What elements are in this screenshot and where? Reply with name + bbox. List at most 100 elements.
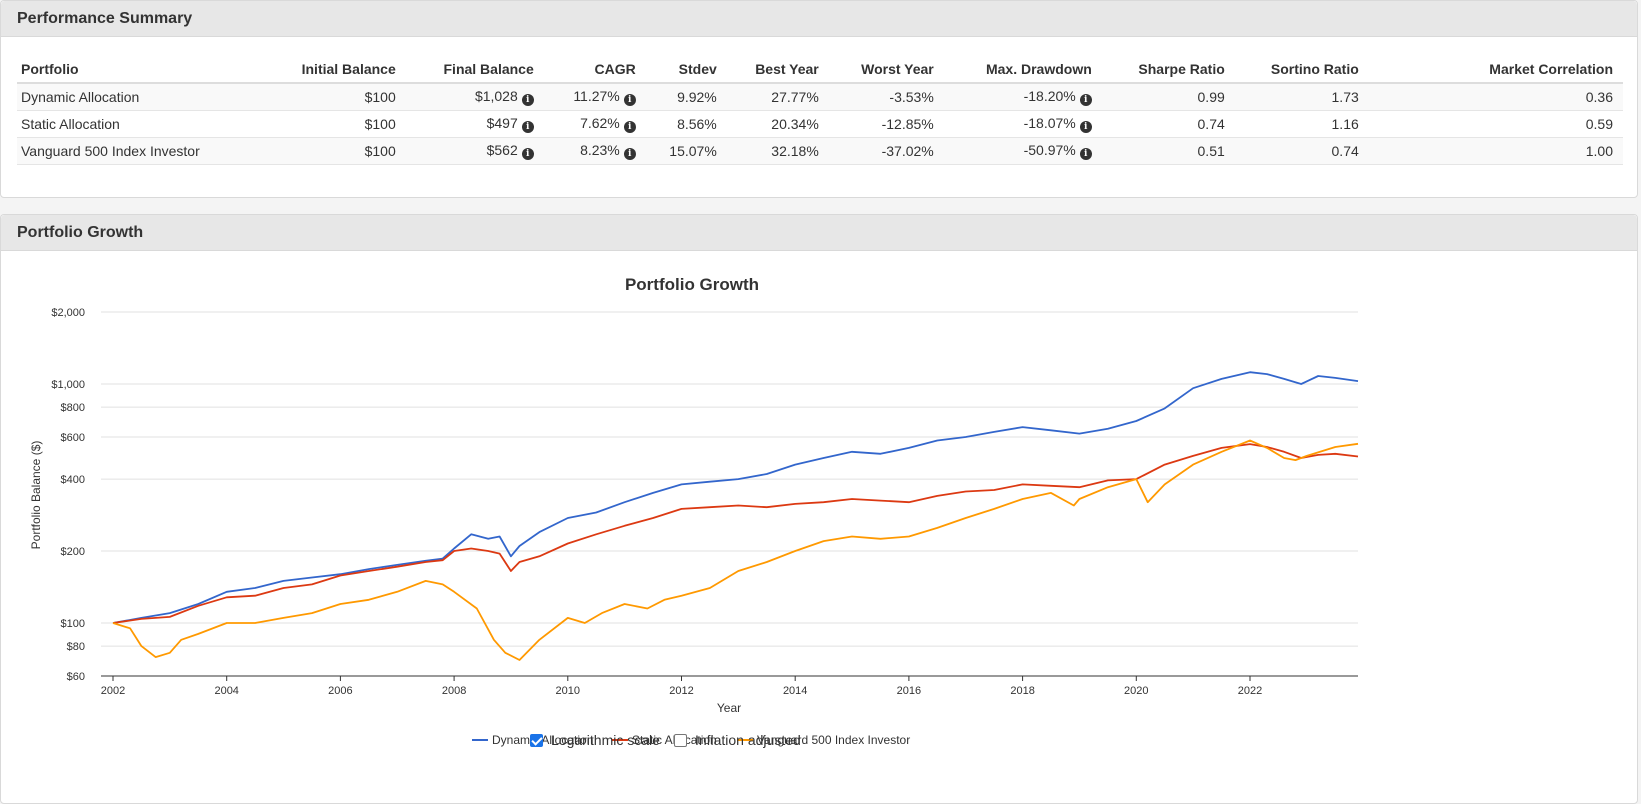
col-max-drawdown: Max. Drawdown [943, 55, 1102, 84]
cell-best-year: 32.18% [726, 137, 829, 165]
x-tick-label: 2018 [1010, 685, 1034, 697]
x-tick-label: 2004 [214, 685, 238, 697]
cell-final-balance: $1,028 i [405, 83, 544, 111]
cell-portfolio: Dynamic Allocation [17, 83, 210, 111]
cell-max-drawdown: -18.07% i [943, 110, 1102, 138]
cell-initial-balance: $100 [209, 137, 406, 165]
col-market-correlation: Market Correlation [1368, 55, 1623, 84]
table-row: Dynamic Allocation $100 $1,028 i 11.27% i … [17, 83, 1623, 111]
col-portfolio: Portfolio [17, 55, 210, 84]
info-circle-icon[interactable]: i [1079, 93, 1092, 106]
y-axis-title: Portfolio Balance ($) [29, 441, 43, 550]
info-circle-icon[interactable]: i [623, 93, 636, 106]
cell-worst-year: -37.02% [828, 137, 944, 165]
y-tick-label: $400 [61, 474, 85, 486]
series-line-dynamic-allocation [112, 371, 1359, 624]
log-scale-label: Logarithmic scale [551, 732, 660, 748]
x-tick-label: 2016 [897, 685, 921, 697]
cell-sortino-ratio: 1.16 [1234, 110, 1369, 138]
cell-value: $497 [486, 114, 518, 131]
table-row: Vanguard 500 Index Investor $100 $562 i 8… [17, 137, 1623, 165]
performance-summary-panel: Performance Summary Portfolio Initial Ba… [0, 0, 1638, 198]
inflation-adjusted-label: Inflation adjusted [694, 732, 801, 748]
cell-value: 8.23% [580, 141, 620, 158]
x-tick-label: 2008 [442, 685, 466, 697]
cell-sharpe-ratio: 0.51 [1101, 137, 1235, 165]
inflation-adjusted-option[interactable]: Inflation adjusted [673, 732, 801, 748]
x-tick-label: 2022 [1238, 685, 1262, 697]
cell-portfolio: Static Allocation [17, 110, 210, 138]
info-circle-icon[interactable]: i [521, 93, 534, 106]
cell-value: -18.20% [1023, 87, 1076, 104]
y-axis-ticks: $60 $80 $100 $200 $400 $600 $800 $1,000 $2,000 [51, 307, 85, 683]
chart-grid [101, 311, 1358, 677]
cell-initial-balance: $100 [209, 110, 406, 138]
x-tick-label: 2002 [101, 685, 125, 697]
cell-market-correlation: 1.00 [1368, 137, 1623, 165]
table-row: Static Allocation $100 $497 i 7.62% i 8.56… [17, 110, 1623, 138]
cell-cagr: 7.62% i [543, 110, 646, 138]
cell-market-correlation: 0.59 [1368, 110, 1623, 138]
cell-best-year: 20.34% [726, 110, 829, 138]
col-sharpe-ratio: Sharpe Ratio [1101, 55, 1235, 84]
x-axis-title: Year [717, 701, 741, 715]
log-scale-checkbox[interactable] [530, 733, 543, 747]
series-line-vanguard-500-index-investor [112, 439, 1359, 661]
log-scale-option[interactable]: Logarithmic scale [530, 732, 660, 748]
x-tick-label: 2014 [783, 685, 807, 697]
legend-item-label: Vanguard 500 Index Investor [757, 733, 910, 747]
y-tick-label: $200 [61, 546, 85, 558]
info-circle-icon[interactable]: i [1079, 147, 1092, 160]
col-best-year: Best Year [726, 55, 829, 84]
cell-value: $562 [486, 141, 518, 158]
x-axis-ticks: 2002 2004 2006 2008 2010 2012 2014 2016 2018 2020… [101, 676, 1262, 697]
info-circle-icon[interactable]: i [521, 120, 534, 133]
y-tick-label: $800 [61, 402, 85, 414]
y-tick-label: $80 [67, 641, 85, 653]
col-initial-balance: Initial Balance [209, 55, 406, 84]
cell-value: 7.62% [580, 114, 620, 131]
col-sortino-ratio: Sortino Ratio [1234, 55, 1369, 84]
inflation-adjusted-checkbox[interactable] [673, 733, 687, 747]
cell-value: $1,028 [474, 87, 518, 104]
cell-stdev: 9.92% [645, 83, 727, 111]
y-tick-label: $60 [67, 671, 85, 683]
cell-max-drawdown: -50.97% i [943, 137, 1102, 165]
cell-worst-year: -3.53% [828, 83, 944, 111]
cell-value: -50.97% [1023, 141, 1076, 158]
cell-cagr: 11.27% i [543, 83, 646, 111]
cell-worst-year: -12.85% [828, 110, 944, 138]
y-tick-label: $1,000 [51, 379, 85, 391]
cell-final-balance: $562 i [405, 137, 544, 165]
portfolio-growth-heading: Portfolio Growth [1, 215, 1637, 251]
cell-sortino-ratio: 0.74 [1234, 137, 1369, 165]
col-cagr: CAGR [543, 55, 646, 84]
y-tick-label: $100 [61, 618, 85, 630]
info-circle-icon[interactable]: i [1079, 120, 1092, 133]
cell-portfolio: Vanguard 500 Index Investor [17, 137, 210, 165]
info-circle-icon[interactable]: i [623, 120, 636, 133]
x-tick-label: 2006 [328, 685, 352, 697]
chart-series [112, 371, 1359, 661]
info-circle-icon[interactable]: i [521, 147, 534, 160]
x-tick-label: 2020 [1124, 685, 1148, 697]
x-tick-label: 2012 [669, 685, 693, 697]
col-worst-year: Worst Year [828, 55, 944, 84]
info-circle-icon[interactable]: i [623, 147, 636, 160]
cell-best-year: 27.77% [726, 83, 829, 111]
cell-sortino-ratio: 1.73 [1234, 83, 1369, 111]
col-final-balance: Final Balance [405, 55, 544, 84]
table-header-row: Portfolio Initial Balance Final Balance … [17, 55, 1623, 84]
chart-options: Logarithmic scale Inflation adjusted [530, 732, 815, 748]
performance-summary-heading: Performance Summary [1, 1, 1637, 37]
series-line-static-allocation [112, 443, 1359, 624]
cell-max-drawdown: -18.20% i [943, 83, 1102, 111]
y-tick-label: $600 [61, 432, 85, 444]
cell-final-balance: $497 i [405, 110, 544, 138]
cell-sharpe-ratio: 0.99 [1101, 83, 1235, 111]
cell-sharpe-ratio: 0.74 [1101, 110, 1235, 138]
x-tick-label: 2010 [556, 685, 580, 697]
y-tick-label: $2,000 [51, 307, 85, 319]
cell-market-correlation: 0.36 [1368, 83, 1623, 111]
